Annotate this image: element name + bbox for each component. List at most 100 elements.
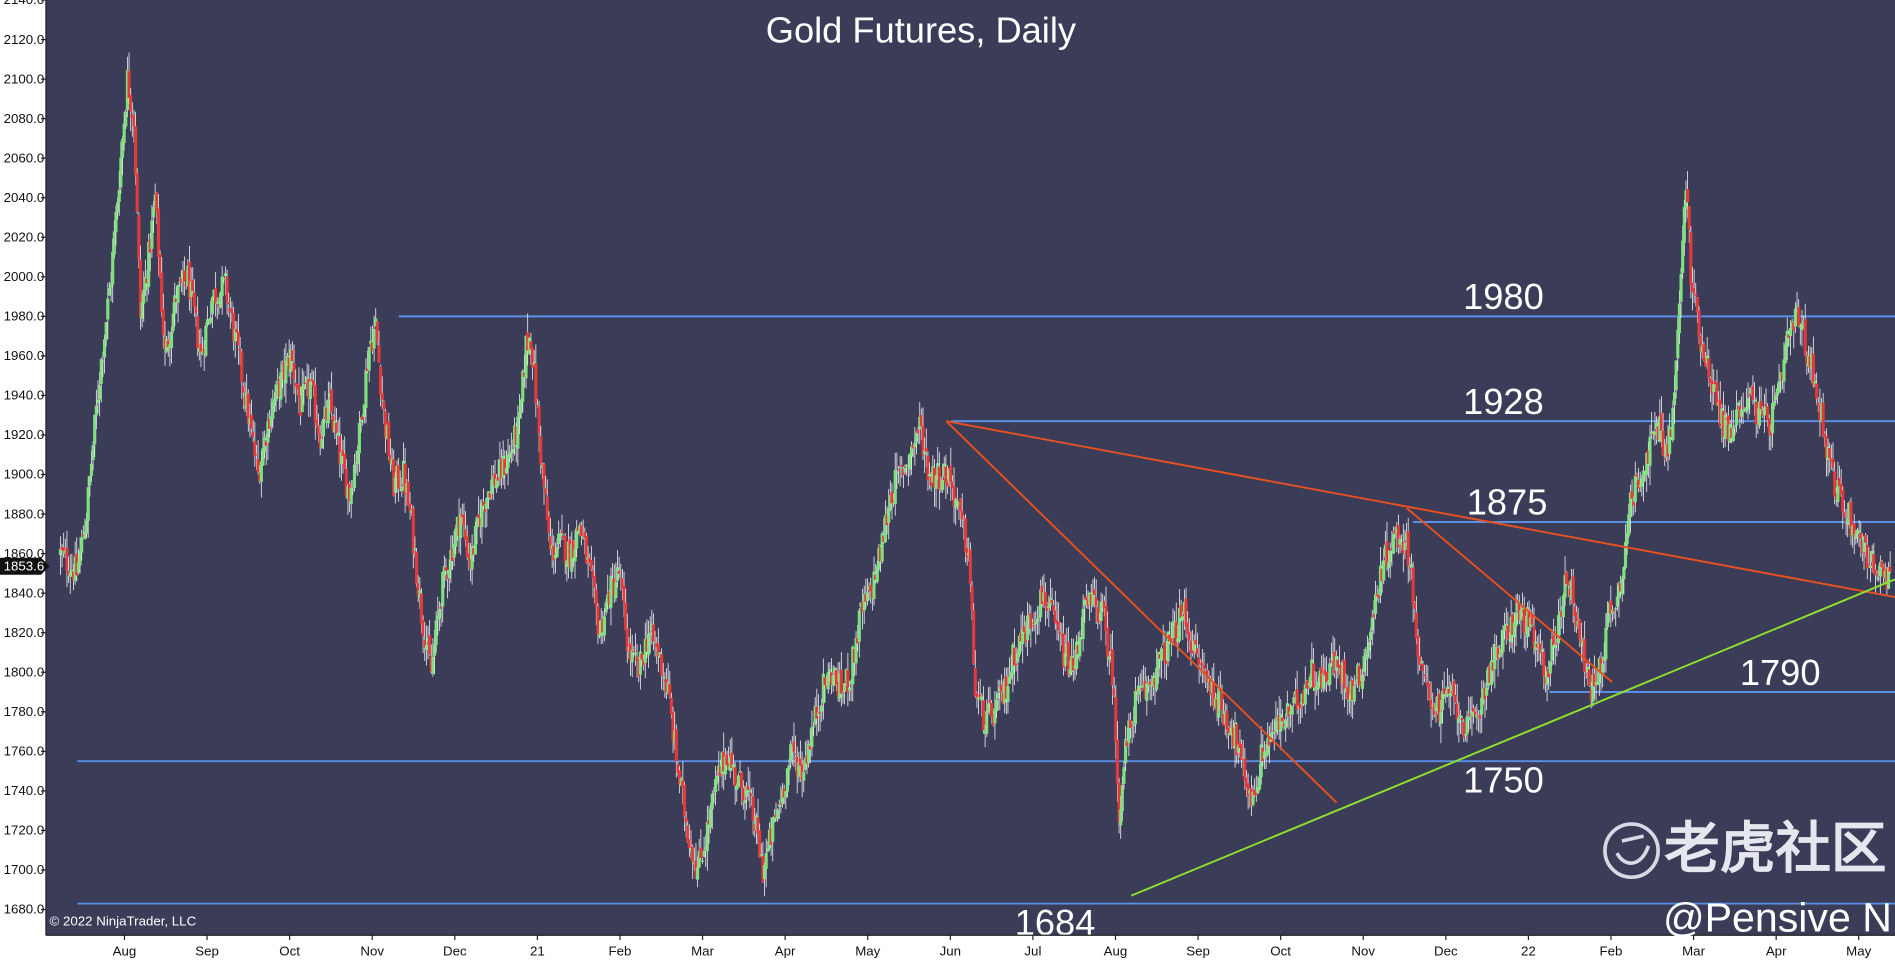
candle xyxy=(178,276,182,287)
candle xyxy=(805,739,809,775)
candle xyxy=(927,462,932,490)
candle xyxy=(1784,335,1788,364)
candle xyxy=(1344,673,1348,700)
candle xyxy=(1158,651,1162,677)
candle xyxy=(380,376,384,410)
candle xyxy=(240,348,244,399)
candle xyxy=(1872,543,1876,574)
candle xyxy=(491,465,495,501)
candle xyxy=(1029,605,1033,648)
candle xyxy=(1458,709,1463,734)
x-tick-label: 21 xyxy=(530,944,545,959)
candle xyxy=(931,455,935,483)
candle xyxy=(228,296,232,329)
y-tick-label: 1920.0 xyxy=(4,427,45,442)
y-tick: 1740.0 xyxy=(4,783,46,798)
candle xyxy=(508,445,512,463)
candle xyxy=(1756,407,1760,434)
candle xyxy=(895,452,899,490)
candle xyxy=(991,711,995,727)
candle xyxy=(1726,405,1731,451)
candle xyxy=(367,346,371,383)
candle xyxy=(1721,391,1726,449)
candle xyxy=(784,790,788,810)
candle xyxy=(1751,375,1755,405)
candle xyxy=(1628,484,1632,533)
candle xyxy=(1475,703,1479,731)
candle xyxy=(794,735,798,771)
candle xyxy=(1133,677,1137,734)
candle xyxy=(246,389,250,432)
candle xyxy=(338,417,342,478)
candle xyxy=(516,405,520,467)
candle xyxy=(658,652,662,659)
candle xyxy=(1289,703,1293,728)
x-tick-label: 22 xyxy=(1521,944,1536,959)
candle xyxy=(1519,605,1523,639)
candle xyxy=(241,382,245,410)
candle xyxy=(303,375,308,390)
x-tick: May xyxy=(1846,935,1872,959)
candle xyxy=(534,344,538,418)
candle xyxy=(923,437,927,474)
candle xyxy=(526,313,530,366)
candle xyxy=(753,807,757,838)
y-tick-label: 2080.0 xyxy=(4,111,45,126)
candle xyxy=(761,841,765,883)
candle xyxy=(900,456,904,479)
candle xyxy=(1403,529,1407,560)
candle xyxy=(472,545,476,562)
candle xyxy=(540,462,544,480)
candle xyxy=(645,619,649,659)
candle xyxy=(856,625,860,652)
x-tick: Oct xyxy=(279,935,300,959)
candle xyxy=(1400,534,1404,551)
candle xyxy=(1259,726,1263,785)
candle xyxy=(1293,678,1298,705)
candle xyxy=(1138,673,1142,703)
candle xyxy=(1646,441,1650,478)
candle xyxy=(1156,651,1160,684)
candle xyxy=(978,678,982,699)
candle xyxy=(704,834,708,867)
candle xyxy=(1102,595,1106,617)
candle xyxy=(1767,414,1771,451)
candle xyxy=(1429,681,1433,728)
candle xyxy=(444,558,448,581)
candle xyxy=(942,456,946,480)
candle xyxy=(741,780,745,810)
candle xyxy=(339,433,343,481)
candle xyxy=(756,798,760,845)
candle xyxy=(1282,719,1286,731)
candle xyxy=(1003,667,1007,714)
candle xyxy=(1164,641,1169,681)
candle xyxy=(1630,479,1634,517)
candle xyxy=(290,341,294,370)
candle xyxy=(597,621,602,639)
candle xyxy=(161,293,165,349)
candle xyxy=(1637,467,1641,493)
candle xyxy=(903,464,907,475)
candle xyxy=(1842,500,1846,518)
candle xyxy=(419,588,424,634)
candle xyxy=(261,431,265,466)
candle xyxy=(553,542,558,574)
candle xyxy=(1207,670,1211,691)
candle xyxy=(1802,315,1806,328)
candle xyxy=(722,732,726,790)
candle xyxy=(91,441,95,471)
candle xyxy=(1578,618,1582,648)
candle xyxy=(166,330,170,357)
candle xyxy=(1008,657,1012,684)
candle xyxy=(678,766,682,794)
candle xyxy=(151,201,156,233)
candle xyxy=(63,538,67,559)
candle xyxy=(1228,720,1232,736)
candle xyxy=(807,740,811,768)
candle xyxy=(217,297,221,315)
candle xyxy=(1633,461,1637,513)
candle xyxy=(1413,601,1417,620)
candle xyxy=(1418,637,1422,671)
candle xyxy=(1583,620,1587,688)
candle xyxy=(785,767,789,798)
